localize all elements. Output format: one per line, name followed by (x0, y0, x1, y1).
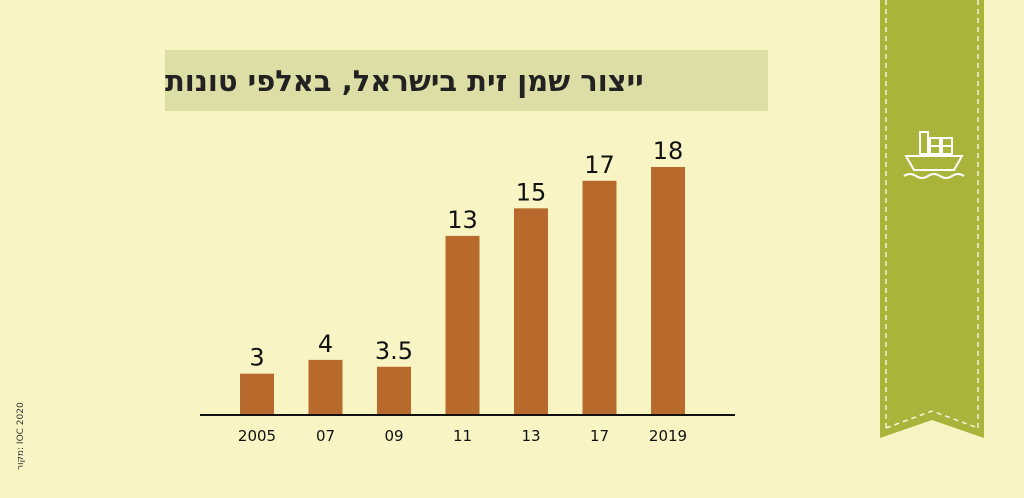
ribbon-banner (880, 0, 984, 438)
ribbon-stitch-bottom (885, 410, 979, 429)
bar (514, 208, 548, 415)
x-tick-label: 17 (590, 427, 609, 445)
bar (240, 373, 274, 415)
chart-title: ייצור שמן זית בישראל, באלפי טונות (165, 63, 644, 98)
x-tick-label: 07 (316, 427, 335, 445)
bar (582, 180, 617, 415)
x-tick-label: 09 (384, 427, 403, 445)
data-label: 3 (249, 344, 264, 372)
x-tick-label: 2019 (649, 427, 687, 445)
data-label: 4 (318, 330, 333, 358)
bar (377, 366, 411, 415)
x-tick-label: 11 (453, 427, 472, 445)
cargo-ship-icon (903, 131, 965, 179)
data-label: 3.5 (375, 337, 413, 365)
data-label: 13 (447, 206, 478, 234)
source-note: מקור: IOC 2020 (16, 402, 26, 470)
data-label: 17 (584, 151, 615, 179)
data-label: 15 (516, 178, 547, 206)
x-tick-label: 2005 (238, 427, 276, 445)
bar (651, 167, 685, 415)
chart-title-box: ייצור שמן זית בישראל, באלפי טונות (165, 50, 768, 111)
data-label: 18 (653, 137, 684, 165)
bar (445, 235, 480, 415)
bar (308, 359, 343, 415)
x-tick-label: 13 (521, 427, 540, 445)
